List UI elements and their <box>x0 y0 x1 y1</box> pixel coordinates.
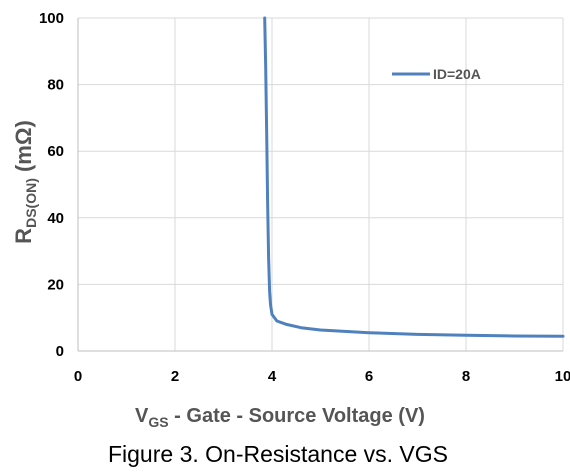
y-tick-label: 60 <box>47 143 64 160</box>
series-layer <box>263 16 565 338</box>
y-tick-label: 40 <box>47 210 64 227</box>
y-tick-label: 20 <box>47 276 64 293</box>
x-tick-label: 8 <box>462 368 470 385</box>
legend: ID=20A <box>392 66 481 82</box>
x-axis-label: VGS - Gate - Source Voltage (V) <box>135 405 425 430</box>
y-tick-label: 0 <box>56 343 64 360</box>
series-line <box>263 16 565 338</box>
x-tick-label: 2 <box>171 368 179 385</box>
x-tick-label: 0 <box>74 368 82 385</box>
legend-label: ID=20A <box>433 66 481 82</box>
x-tick-label: 10 <box>555 368 570 385</box>
axes <box>77 18 564 352</box>
x-tick-label: 4 <box>268 368 277 385</box>
y-tick-label: 100 <box>39 10 64 27</box>
x-tick-label: 6 <box>365 368 373 385</box>
y-tick-label: 80 <box>47 77 64 94</box>
grid-lines <box>78 17 563 351</box>
figure-caption: Figure 3. On-Resistance vs. VGS <box>108 441 448 467</box>
y-axis-label: RDS(ON) (mΩ) <box>11 120 39 244</box>
